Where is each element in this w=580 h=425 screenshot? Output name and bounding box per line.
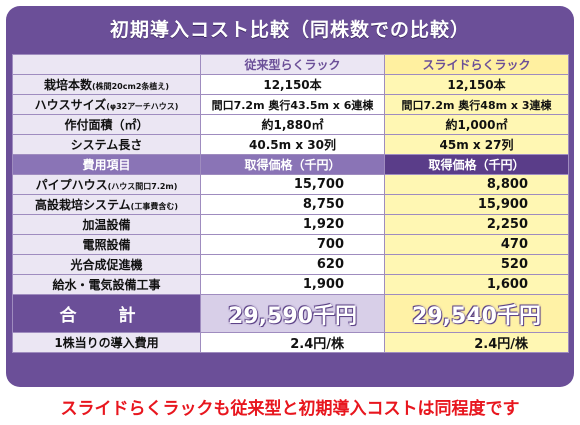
subheader-label: 費用項目 [12,154,201,175]
table-row: ハウスサイズ(φ32アーチハウス) 間口7.2m 奥行43.5m x 6連棟 間… [12,94,569,115]
cell-slide: 1,600 [384,274,569,295]
total-label: 合 計 [12,294,201,333]
per-unit-label: 1株当りの導入費用 [12,332,201,353]
cost-comparison-table: 従来型らくラック スライドらくラック 栽培本数(株間20cm2条植え) 12,1… [12,54,569,353]
row-label-text: ハウスサイズ [34,98,107,112]
row-label: 高設栽培システム(工事費含む) [12,194,201,215]
cell-slide: 12,150本 [384,74,569,95]
table-row: 光合成促進機 620 520 [12,254,569,275]
per-unit-row: 1株当りの導入費用 2.4円/株 2.4円/株 [12,332,569,353]
row-label-text: 高設栽培システム [35,198,131,212]
row-label-note: (工事費含む) [130,202,178,211]
footer-caption: スライドらくラックも従来型と初期導入コストは同程度です [60,398,520,419]
per-unit-slide: 2.4円/株 [384,332,569,353]
cell-conventional: 15,700 [200,174,385,195]
comparison-panel: 初期導入コスト比較（同株数での比較） 従来型らくラック スライドらくラック 栽培… [6,6,574,387]
cell-conventional: 1,920 [200,214,385,235]
cell-slide: 8,800 [384,174,569,195]
header-row: 従来型らくラック スライドらくラック [12,54,569,75]
cost-subheader-row: 費用項目 取得価格（千円） 取得価格（千円） [12,154,569,175]
row-label: 加温設備 [12,214,201,235]
row-label-text: 加温設備 [82,218,131,232]
table-row: 給水・電気設備工事 1,900 1,600 [12,274,569,295]
row-label-note: (株間20cm2条植え) [91,82,170,91]
row-label-text: 栽培本数 [43,78,92,92]
row-label-text: 給水・電気設備工事 [52,278,161,292]
row-label-text: 電照設備 [82,238,131,252]
table-row: 高設栽培システム(工事費含む) 8,750 15,900 [12,194,569,215]
header-conventional: 従来型らくラック [200,54,385,75]
cell-slide: 間口7.2m 奥行48m x 3連棟 [384,94,569,115]
table-row: パイプハウス(ハウス間口7.2m) 15,700 8,800 [12,174,569,195]
row-label: 光合成促進機 [12,254,201,275]
cell-slide: 約1,000㎡ [384,114,569,135]
cell-slide: 520 [384,254,569,275]
page-title: 初期導入コスト比較（同株数での比較） [109,18,470,41]
per-unit-conventional: 2.4円/株 [200,332,385,353]
row-label: システム長さ [12,134,201,155]
row-label-text: 作付面積（㎡） [64,118,149,132]
row-label-note: (ハウス間口7.2m) [107,182,178,191]
header-slide: スライドらくラック [384,54,569,75]
table-row: 栽培本数(株間20cm2条植え) 12,150本 12,150本 [12,74,569,95]
table-row: システム長さ 40.5m x 30列 45m x 27列 [12,134,569,155]
cell-slide: 470 [384,234,569,255]
cell-slide: 15,900 [384,194,569,215]
header-blank-cell [12,54,201,75]
cell-conventional: 12,150本 [200,74,385,95]
table-row: 作付面積（㎡） 約1,880㎡ 約1,000㎡ [12,114,569,135]
total-conventional: 29,590千円 [200,294,385,333]
cell-conventional: 約1,880㎡ [200,114,385,135]
cell-slide: 2,250 [384,214,569,235]
cell-conventional: 620 [200,254,385,275]
cell-conventional: 1,900 [200,274,385,295]
row-label-text: パイプハウス [35,178,108,192]
cell-conventional: 40.5m x 30列 [200,134,385,155]
cell-conventional: 700 [200,234,385,255]
row-label: パイプハウス(ハウス間口7.2m) [12,174,201,195]
row-label: 栽培本数(株間20cm2条植え) [12,74,201,95]
row-label: 電照設備 [12,234,201,255]
cell-conventional: 間口7.2m 奥行43.5m x 6連棟 [200,94,385,115]
cell-slide: 45m x 27列 [384,134,569,155]
total-slide: 29,540千円 [384,294,569,333]
row-label: 作付面積（㎡） [12,114,201,135]
subheader-slide: 取得価格（千円） [384,154,569,175]
cell-conventional: 8,750 [200,194,385,215]
row-label: 給水・電気設備工事 [12,274,201,295]
table-row: 加温設備 1,920 2,250 [12,214,569,235]
row-label-text: 光合成促進機 [70,258,143,272]
table-row: 電照設備 700 470 [12,234,569,255]
total-row: 合 計 29,590千円 29,540千円 [12,294,569,333]
row-label-note: (φ32アーチハウス) [106,102,179,111]
row-label-text: システム長さ [70,138,143,152]
subheader-conventional: 取得価格（千円） [200,154,385,175]
row-label: ハウスサイズ(φ32アーチハウス) [12,94,201,115]
